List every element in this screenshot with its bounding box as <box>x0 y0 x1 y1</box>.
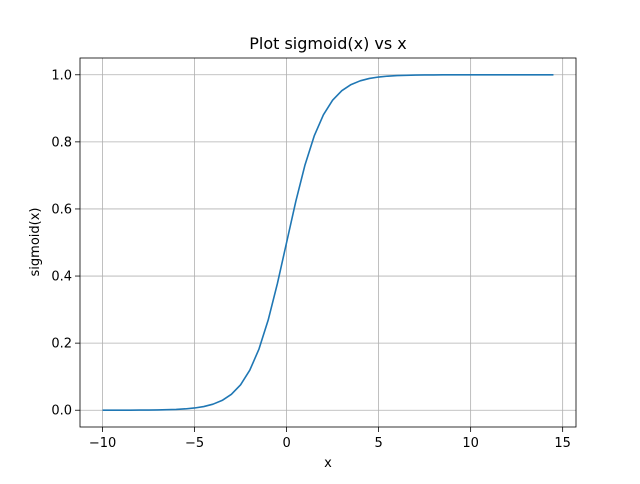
grid-layer <box>80 58 576 427</box>
sigmoid-line <box>102 73 554 412</box>
tick-layer: −10 −5 0 5 10 15 0.0 0.2 0.4 0.6 0.8 1.0 <box>51 68 571 451</box>
y-tick-label: 0.6 <box>51 202 72 217</box>
x-tick-label: −10 <box>89 436 116 451</box>
data-layer <box>102 73 554 412</box>
y-tick-label: 0.2 <box>51 337 72 352</box>
plot-frame <box>79 57 577 428</box>
y-axis-label: sigmoid(x) <box>28 208 43 277</box>
y-tick-label: 1.0 <box>51 68 72 83</box>
x-tick-label: 0 <box>282 436 290 451</box>
x-tick-label: −5 <box>185 436 204 451</box>
x-tick-label: 15 <box>554 436 571 451</box>
x-tick-label: 10 <box>462 436 479 451</box>
x-axis-label: x <box>324 456 332 471</box>
x-tick-label: 5 <box>374 436 382 451</box>
chart-title: Plot sigmoid(x) vs x <box>249 34 407 53</box>
y-tick-label: 0.0 <box>51 404 72 419</box>
y-tick-label: 0.8 <box>51 135 72 150</box>
y-tick-label: 0.4 <box>51 270 72 285</box>
